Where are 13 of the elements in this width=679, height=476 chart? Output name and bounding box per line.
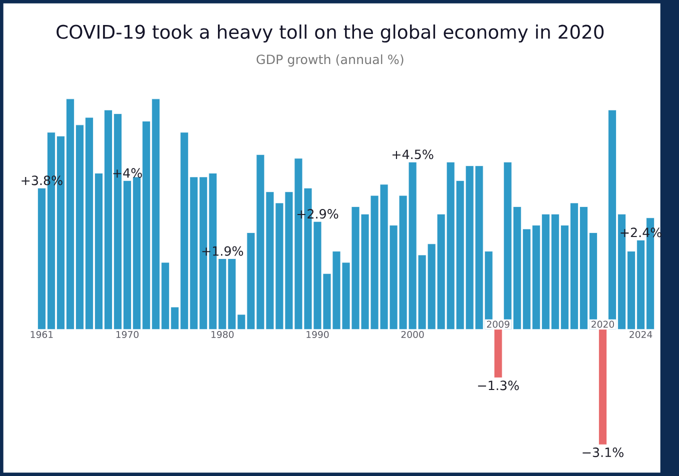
data-label: −3.1% <box>582 448 624 458</box>
data-label: +4.5% <box>392 150 434 160</box>
x-tick-label: 2024 <box>630 330 652 338</box>
x-tick-label: 1970 <box>116 330 139 338</box>
x-tick-label: 2000 <box>401 330 424 338</box>
x-tick-label: 1980 <box>212 330 234 338</box>
x-tick-label: 2020 <box>592 320 614 328</box>
chart-subtitle: GDP growth (annual %) <box>256 54 404 67</box>
x-tick-label: 1990 <box>306 330 329 338</box>
chart-title: COVID-19 took a heavy toll on the global economy in 2020 <box>56 24 604 43</box>
data-label: −1.3% <box>478 380 519 390</box>
x-tick-label: 1961 <box>30 330 53 338</box>
x-tick-label: 2009 <box>486 320 510 328</box>
